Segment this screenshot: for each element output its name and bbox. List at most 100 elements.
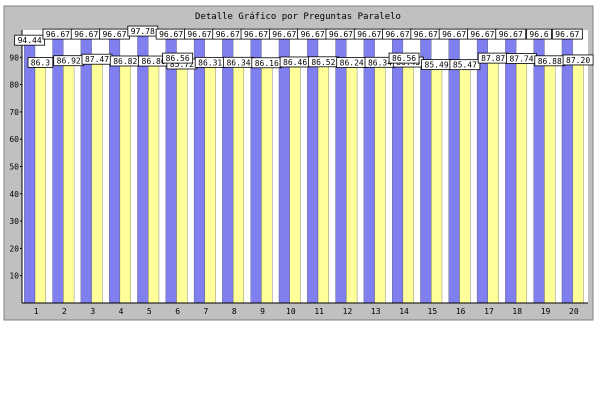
- y-tick-label: 50: [9, 163, 19, 172]
- data-label-box: [162, 52, 194, 64]
- data-label: 96.67: [414, 30, 438, 39]
- data-label: 86.46: [283, 58, 307, 67]
- data-label: 96.67: [46, 30, 70, 39]
- bar-series-2: [317, 66, 329, 304]
- data-label: 86.80: [142, 57, 166, 66]
- data-label: 86.31: [198, 58, 222, 67]
- bar-series-1: [222, 38, 234, 304]
- data-label: 96.67: [244, 30, 268, 39]
- bar-series-1: [335, 38, 347, 304]
- data-label: 86.92: [57, 57, 81, 66]
- bar-series-1: [307, 38, 319, 304]
- data-label: 86.34: [226, 58, 250, 67]
- data-label-box: [449, 59, 481, 71]
- x-tick-label: 7: [204, 307, 209, 316]
- data-label: 97.78: [131, 27, 155, 36]
- x-tick-label: 15: [428, 307, 438, 316]
- data-label: 86.56: [166, 54, 190, 63]
- data-label: 86.24: [340, 59, 364, 68]
- x-tick-label: 4: [119, 307, 124, 316]
- y-tick-label: 40: [9, 190, 19, 199]
- x-tick-label: 20: [569, 307, 579, 316]
- y-tick-label: 20: [9, 244, 19, 253]
- bar-series-1: [561, 38, 573, 304]
- bar-series-1: [448, 38, 460, 304]
- data-label: 96.67: [159, 30, 183, 39]
- data-label-box: [495, 28, 527, 40]
- x-tick-label: 9: [260, 307, 265, 316]
- data-label: 96.67: [385, 30, 409, 39]
- x-tick-label: 8: [232, 307, 237, 316]
- bar-series-2: [289, 66, 301, 304]
- y-tick-label: 60: [9, 135, 19, 144]
- bar-series-1: [420, 38, 432, 304]
- bar-series-2: [204, 67, 216, 304]
- bar-series-1: [250, 38, 262, 304]
- bar-series-2: [63, 65, 75, 304]
- data-label: 96.67: [470, 30, 494, 39]
- x-tick-label: 18: [512, 307, 522, 316]
- bar-series-2: [402, 66, 414, 304]
- x-tick-label: 19: [541, 307, 551, 316]
- bar-series-1: [533, 38, 545, 304]
- data-label: 96.67: [74, 30, 98, 39]
- data-label: 96.67: [499, 30, 523, 39]
- data-label: 96.67: [102, 30, 126, 39]
- bar-series-1: [24, 45, 36, 304]
- bar-series-1: [109, 38, 121, 304]
- data-label: 86.56: [392, 54, 416, 63]
- x-tick-label: 17: [484, 307, 494, 316]
- data-label-box: [14, 34, 46, 46]
- data-label: 96.67: [357, 30, 381, 39]
- bar-series-2: [572, 64, 584, 304]
- data-label-box: [562, 54, 594, 66]
- chart-title: Detalle Gráfico por Preguntas Paralelo: [195, 12, 401, 22]
- data-label: 96.67: [216, 30, 240, 39]
- data-label: 86.16: [255, 59, 279, 68]
- x-tick-label: 1: [34, 307, 39, 316]
- data-label: 85.47: [453, 61, 477, 70]
- data-label: 86.34: [368, 58, 392, 67]
- bar-series-2: [487, 62, 499, 304]
- y-tick-label: 80: [9, 81, 19, 90]
- data-label: 86.82: [113, 57, 137, 66]
- y-tick-label: 90: [9, 53, 19, 62]
- y-tick-label: 70: [9, 108, 19, 117]
- x-tick-label: 10: [286, 307, 296, 316]
- data-label: 86.3: [31, 58, 50, 67]
- x-tick-label: 5: [147, 307, 152, 316]
- bar-series-2: [346, 67, 358, 304]
- x-tick-label: 16: [456, 307, 466, 316]
- bar-series-2: [34, 67, 46, 304]
- data-label-box: [27, 57, 54, 68]
- data-label: 96.67: [272, 30, 296, 39]
- bar-series-2: [176, 68, 188, 304]
- bar-series-2: [431, 69, 443, 304]
- data-label: 96.67: [301, 30, 325, 39]
- bar-series-1: [80, 38, 92, 304]
- x-tick-label: 2: [62, 307, 67, 316]
- bar-series-2: [148, 65, 160, 304]
- x-tick-label: 6: [175, 307, 180, 316]
- y-tick-label: 10: [9, 272, 19, 281]
- data-label: 87.74: [509, 54, 533, 63]
- bar-series-1: [165, 38, 177, 304]
- bar-series-2: [91, 64, 103, 304]
- x-tick-label: 14: [399, 307, 409, 316]
- bar-series-2: [119, 65, 131, 304]
- bar-series-2: [544, 65, 556, 304]
- data-label: 96.67: [555, 30, 579, 39]
- data-label: 87.47: [85, 55, 109, 64]
- y-tick-label: 30: [9, 217, 19, 226]
- data-label: 87.20: [566, 56, 590, 65]
- data-label: 86.88: [538, 57, 562, 66]
- data-label: 96.67: [329, 30, 353, 39]
- data-label-box: [526, 28, 552, 40]
- data-label-box: [551, 28, 583, 40]
- data-label: 85.72: [170, 60, 194, 69]
- bar-series-2: [459, 69, 471, 304]
- bar-series-2: [232, 67, 245, 304]
- x-tick-label: 13: [371, 307, 381, 316]
- bar-series-2: [374, 67, 386, 304]
- bar-series-1: [52, 38, 64, 304]
